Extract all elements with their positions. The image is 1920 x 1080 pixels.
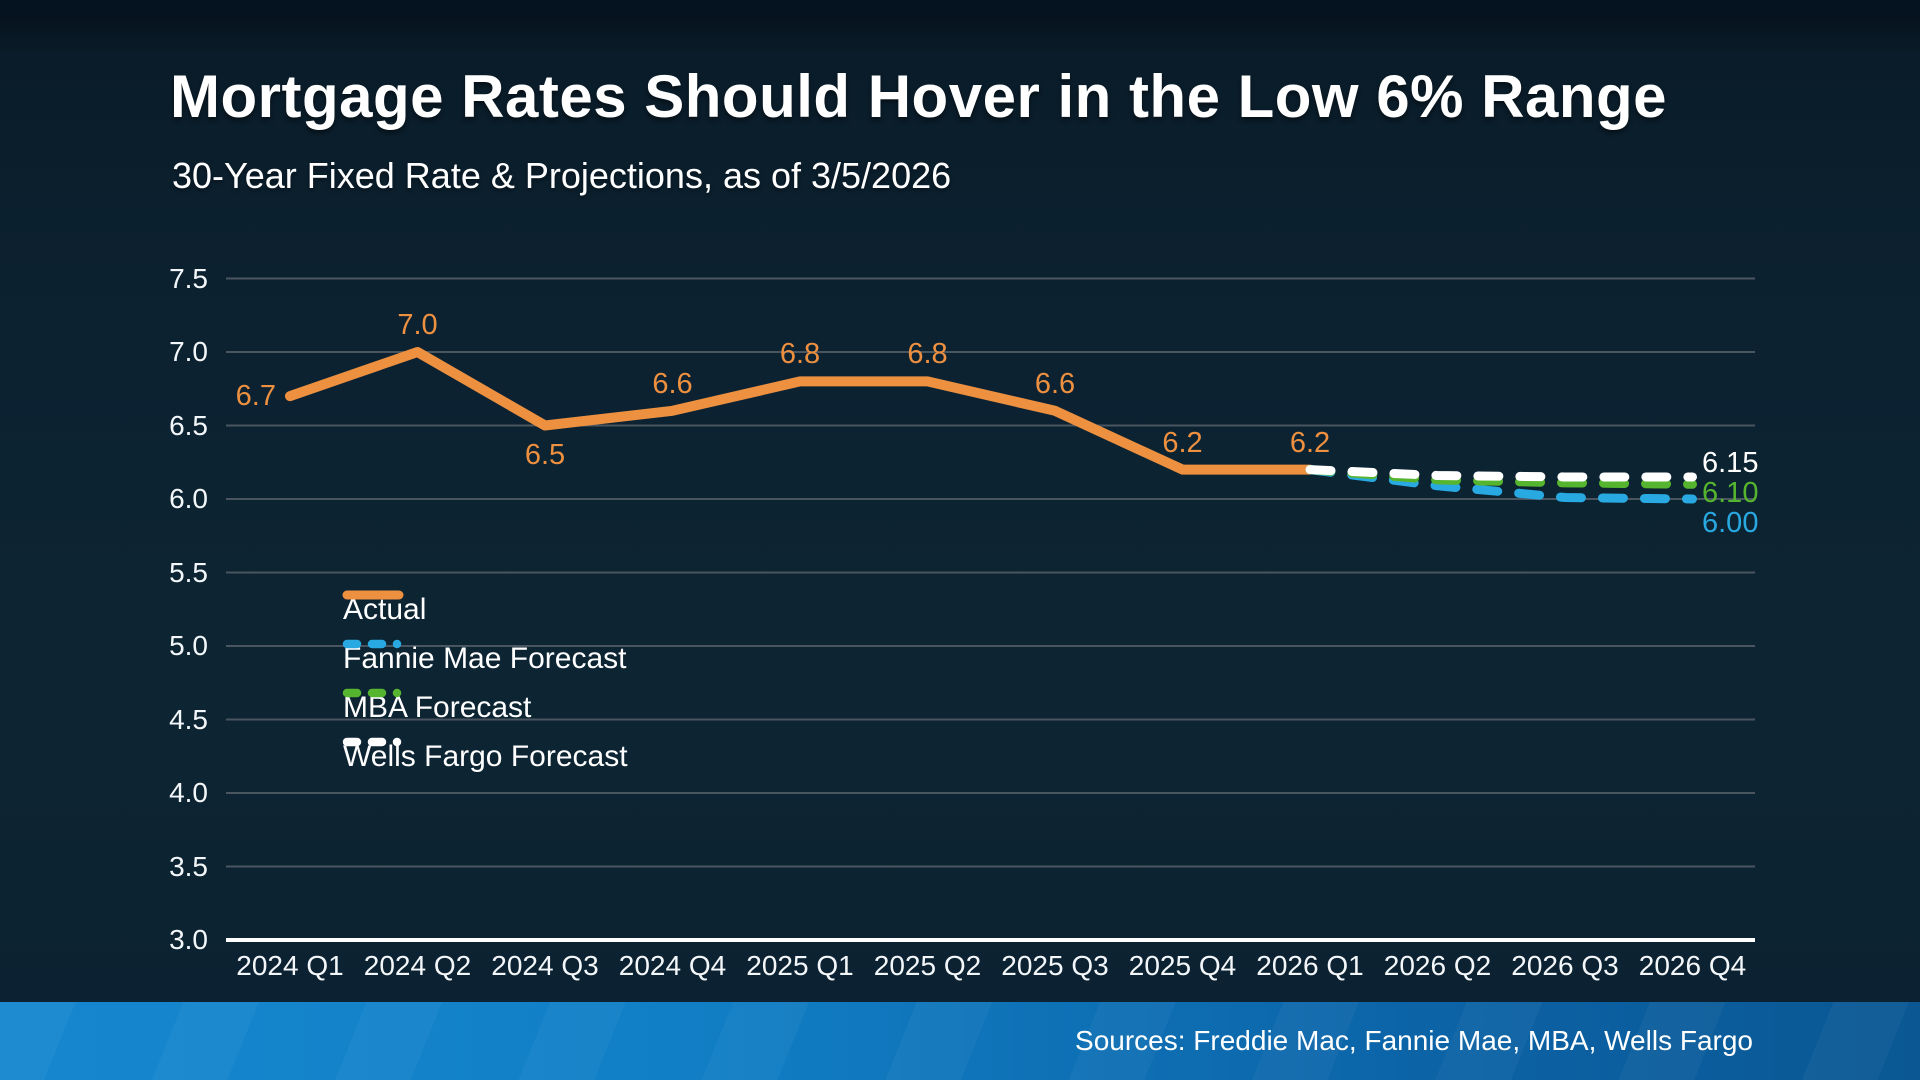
x-axis-tick-label: 2026 Q4 bbox=[1638, 950, 1747, 981]
x-axis-tick-label: 2024 Q3 bbox=[491, 950, 599, 981]
legend-item-wells-fargo-forecast: Wells Fargo Forecast bbox=[342, 735, 628, 779]
footer-sheen bbox=[0, 1002, 1920, 1080]
series-end-label: 6.10 bbox=[1702, 476, 1759, 509]
data-label: 6.8 bbox=[779, 338, 821, 371]
series-line-actual bbox=[285, 347, 1315, 475]
data-label: 6.8 bbox=[907, 338, 948, 371]
y-axis-tick-label: 3.5 bbox=[169, 850, 208, 882]
legend-label: Wells Fargo Forecast bbox=[343, 740, 628, 773]
y-axis-tick-label: 7.5 bbox=[169, 262, 208, 294]
series-line-wells-fargo-forecast bbox=[1305, 465, 1697, 482]
data-label: 6.6 bbox=[1034, 367, 1076, 400]
y-axis-tick-label: 3.0 bbox=[169, 924, 208, 955]
y-axis-tick-label: 4.0 bbox=[169, 777, 208, 808]
y-axis-tick-label: 6.0 bbox=[169, 483, 208, 514]
legend-label: Fannie Mae Forecast bbox=[343, 642, 627, 675]
data-label: 6.2 bbox=[1289, 426, 1331, 459]
x-axis-tick-label: 2026 Q1 bbox=[1256, 950, 1364, 981]
x-axis-tick-label: 2025 Q1 bbox=[746, 950, 854, 981]
data-label: 6.5 bbox=[524, 438, 566, 471]
legend-swatch bbox=[342, 639, 404, 649]
x-axis-tick-label: 2024 Q4 bbox=[618, 950, 727, 981]
sources-bar: Sources: Freddie Mac, Fannie Mae, MBA, W… bbox=[0, 1002, 1920, 1080]
y-axis-tick-label: 6.5 bbox=[169, 409, 208, 441]
x-axis-tick-label: 2024 Q2 bbox=[363, 950, 472, 981]
y-axis-tick-label: 5.5 bbox=[169, 556, 208, 588]
x-axis-tick-label: 2025 Q2 bbox=[873, 950, 982, 981]
legend-swatch bbox=[342, 737, 404, 747]
page-title: Mortgage Rates Should Hover in the Low 6… bbox=[170, 63, 1668, 130]
sources-text: Sources: Freddie Mac, Fannie Mae, MBA, W… bbox=[1075, 1025, 1753, 1056]
y-axis-tick-label: 7.0 bbox=[169, 336, 208, 367]
legend-item-actual: Actual bbox=[342, 588, 426, 632]
x-axis-tick-label: 2025 Q4 bbox=[1128, 950, 1237, 981]
data-label: 6.7 bbox=[235, 380, 276, 413]
top-accent-bar bbox=[0, 0, 1920, 18]
x-axis-tick-label: 2025 Q3 bbox=[1001, 950, 1109, 981]
x-axis-tick-label: 2026 Q3 bbox=[1511, 950, 1619, 981]
x-axis-tick-label: 2024 Q1 bbox=[236, 950, 344, 981]
series-end-label: 6.00 bbox=[1702, 506, 1759, 539]
y-axis-tick-label: 4.5 bbox=[169, 703, 208, 735]
page-subtitle: 30-Year Fixed Rate & Projections, as of … bbox=[172, 155, 952, 196]
data-label: 6.6 bbox=[652, 367, 693, 400]
series-end-label: 6.15 bbox=[1702, 446, 1759, 479]
x-axis-tick-label: 2026 Q2 bbox=[1383, 950, 1492, 981]
legend-item-fannie-mae-forecast: Fannie Mae Forecast bbox=[342, 637, 626, 681]
y-axis-tick-label: 5.0 bbox=[169, 630, 208, 661]
legend-swatch bbox=[342, 590, 404, 600]
data-label: 7.0 bbox=[397, 309, 438, 341]
legend-item-mba-forecast: MBA Forecast bbox=[342, 686, 531, 730]
legend-swatch bbox=[342, 688, 404, 698]
data-label: 6.2 bbox=[1162, 426, 1203, 459]
